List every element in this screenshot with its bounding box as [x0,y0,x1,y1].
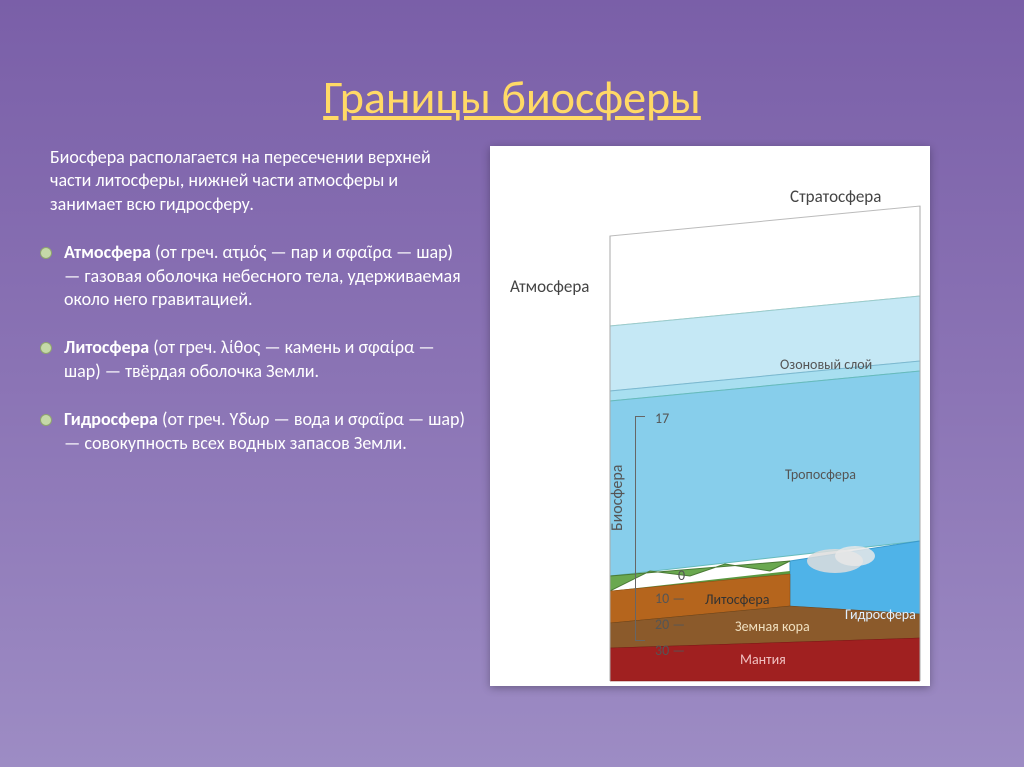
label-lithosphere: Литосфера [705,591,769,608]
bullet-icon [40,247,52,259]
troposphere-plane [610,371,920,576]
bullet-icon [40,414,52,426]
slide-title: Границы биосферы [0,0,1024,146]
bullet-hydrosphere: Гидросфера (от греч. Yδωρ — вода и σφαῖρ… [40,408,470,455]
bullet-lithosphere: Литосфера (от греч. λίθος — камень и σφα… [40,336,470,383]
label-atmosphere: Атмосфера [510,276,589,297]
bullet-text: Гидросфера (от греч. Yδωρ — вода и σφαῖρ… [64,408,470,455]
tick-17: 17 [655,410,669,427]
tick-20: 20 — [655,616,685,633]
bullet-atmosphere: Атмосфера (от греч. ατμός — пар и σφαῖρα… [40,241,470,311]
cloud-shape [835,546,875,566]
bullet-text: Атмосфера (от греч. ατμός — пар и σφαῖρα… [64,241,470,311]
bullet-text: Литосфера (от греч. λίθος — камень и σφα… [64,336,470,383]
tick-10: 10 — [655,590,685,607]
bullet-icon [40,342,52,354]
text-column: Биосфера располагается на пересечении ве… [40,146,470,686]
intro-text: Биосфера располагается на пересечении ве… [40,146,470,216]
label-mantle: Мантия [740,651,786,668]
label-biosphere: Биосфера [608,465,627,531]
biosphere-bracket [635,416,645,641]
biosphere-diagram: Стратосфера Атмосфера Озоновый слой Троп… [490,146,930,686]
tick-30: 30 — [655,642,685,659]
tick-0: 0 [678,567,685,584]
label-hydrosphere: Гидросфера [845,606,916,623]
label-stratosphere: Стратосфера [790,186,881,207]
content-row: Биосфера располагается на пересечении ве… [0,146,1024,686]
label-troposphere: Тропосфера [785,466,856,483]
label-crust: Земная кора [735,618,810,635]
label-ozone: Озоновый слой [780,356,872,373]
